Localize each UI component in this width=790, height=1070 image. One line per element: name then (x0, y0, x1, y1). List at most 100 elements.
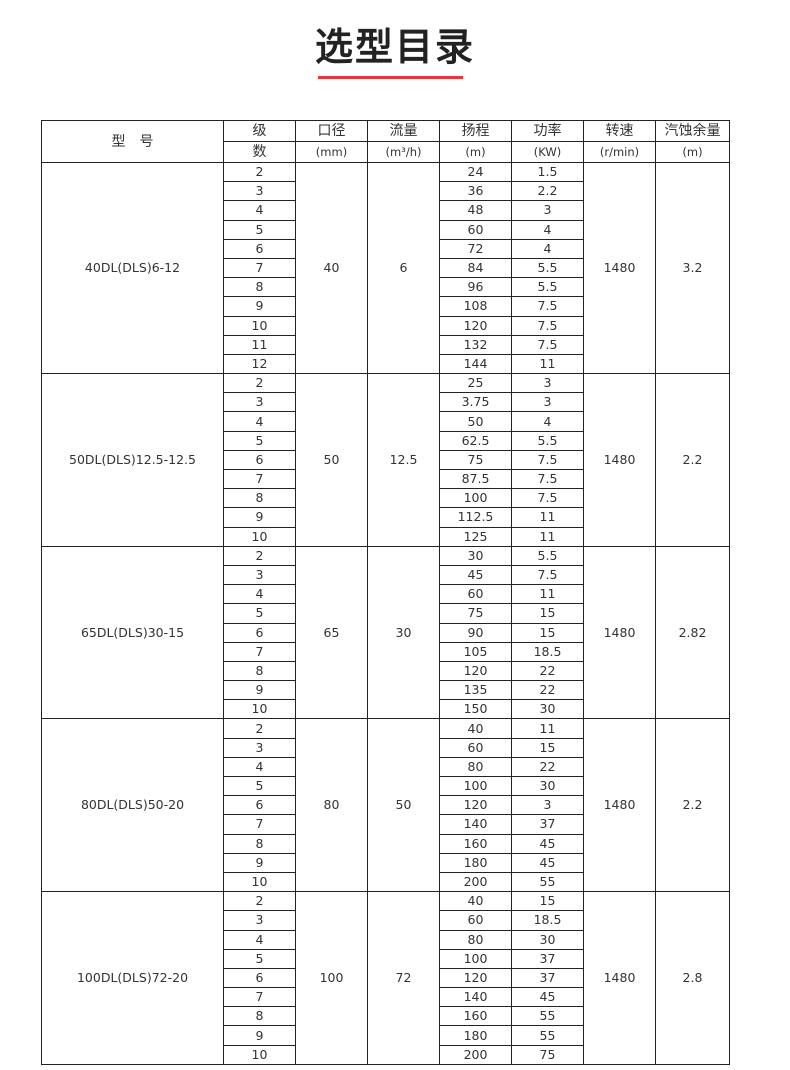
stages-cell: 4 (223, 929, 296, 950)
head-cell: 60 (439, 584, 512, 605)
head-cell: 112.5 (439, 507, 512, 528)
table-row: 8 96 5.5 (42, 277, 730, 298)
header-head: 扬程 (439, 120, 512, 142)
head-cell: 200 (439, 1044, 512, 1065)
table-row: 9 180 55 (42, 1025, 730, 1046)
stages-cell: 2 (223, 718, 296, 739)
power-cell: 37 (511, 948, 584, 969)
stages-cell: 4 (223, 411, 296, 432)
table-row: 11 132 7.5 (42, 334, 730, 355)
stages-cell: 4 (223, 584, 296, 605)
header-diameter-unit: (mm) (295, 141, 368, 163)
head-cell: 100 (439, 948, 512, 969)
diameter-cell: 50 (295, 373, 368, 547)
power-cell: 4 (511, 238, 584, 259)
stages-cell: 5 (223, 430, 296, 451)
table-row: 4 80 30 (42, 929, 730, 950)
diameter-cell: 40 (295, 161, 368, 375)
speed-cell: 1480 (583, 891, 656, 1065)
power-cell: 7.5 (511, 488, 584, 509)
speed-cell: 1480 (583, 161, 656, 375)
header-speed: 转速 (583, 120, 656, 142)
power-cell: 11 (511, 507, 584, 528)
table-row: 9 108 7.5 (42, 296, 730, 317)
stages-cell: 6 (223, 795, 296, 816)
head-cell: 48 (439, 200, 512, 221)
power-cell: 22 (511, 756, 584, 778)
head-cell: 40 (439, 718, 512, 739)
head-cell: 140 (439, 814, 512, 835)
power-cell: 15 (511, 737, 584, 758)
head-cell: 180 (439, 1025, 512, 1046)
header-speed-unit: (r/min) (583, 141, 656, 163)
table-row: 8 100 7.5 (42, 488, 730, 509)
power-cell: 7.5 (511, 468, 584, 490)
header-stages-unit: 数 (223, 141, 296, 163)
table-row: 6 90 15 (42, 622, 730, 643)
power-cell: 3 (511, 200, 584, 221)
head-cell: 132 (439, 334, 512, 355)
table-row: 7 84 5.5 (42, 257, 730, 279)
speed-cell: 1480 (583, 373, 656, 547)
power-cell: 22 (511, 680, 584, 701)
power-cell: 45 (511, 833, 584, 854)
stages-cell: 6 (223, 238, 296, 259)
head-cell: 144 (439, 353, 512, 375)
head-cell: 60 (439, 219, 512, 240)
flow-cell: 30 (367, 545, 440, 720)
stages-cell: 7 (223, 987, 296, 1008)
head-cell: 84 (439, 257, 512, 279)
stages-cell: 12 (223, 353, 296, 375)
diameter-cell: 100 (295, 891, 368, 1065)
power-cell: 4 (511, 219, 584, 240)
table-row: 12 144 11 (42, 353, 730, 375)
table-row: 4 50 4 (42, 411, 730, 432)
head-cell: 62.5 (439, 430, 512, 451)
power-cell: 18.5 (511, 910, 584, 931)
stages-cell: 4 (223, 756, 296, 778)
diameter-cell: 65 (295, 545, 368, 720)
power-cell: 3 (511, 392, 584, 413)
npsh-cell: 2.82 (655, 545, 730, 720)
power-cell: 2.2 (511, 181, 584, 202)
table-row: 6 120 3 (42, 795, 730, 816)
stages-cell: 3 (223, 737, 296, 758)
power-cell: 37 (511, 814, 584, 835)
head-cell: 40 (439, 891, 512, 912)
model-cell: 80DL(DLS)50-20 (41, 718, 224, 893)
head-cell: 125 (439, 526, 512, 547)
power-cell: 37 (511, 967, 584, 989)
table-row: 10 200 55 (42, 871, 730, 893)
stages-cell: 5 (223, 603, 296, 624)
header-power-unit: (KW) (511, 141, 584, 163)
power-cell: 18.5 (511, 641, 584, 662)
diameter-cell: 80 (295, 718, 368, 893)
head-cell: 75 (439, 449, 512, 471)
head-cell: 96 (439, 277, 512, 298)
table-row: 40DL(DLS)6-12 2 40 6 24 1.5 1480 3.2 (41, 161, 730, 375)
stages-cell: 5 (223, 948, 296, 969)
table-row: 9 135 22 (42, 680, 730, 701)
head-cell: 50 (439, 411, 512, 432)
head-cell: 25 (439, 373, 512, 394)
stages-cell: 10 (223, 871, 296, 893)
head-cell: 60 (439, 737, 512, 758)
stages-cell: 10 (223, 526, 296, 547)
stages-cell: 2 (223, 161, 296, 183)
model-cell: 65DL(DLS)30-15 (41, 545, 224, 720)
head-cell: 36 (439, 181, 512, 202)
power-cell: 11 (511, 526, 584, 547)
stages-cell: 3 (223, 564, 296, 586)
power-cell: 11 (511, 718, 584, 739)
table-row: 6 72 4 (42, 238, 730, 259)
table-row: 100DL(DLS)72-20 2 100 72 40 15 1480 2.8 (41, 891, 730, 1065)
header-model: 型 号 (41, 120, 224, 163)
header-row-1: 型 号 级 口径 流量 扬程 功率 转速 汽蚀余量 (41, 120, 730, 163)
head-cell: 3.75 (439, 392, 512, 413)
flow-cell: 50 (367, 718, 440, 893)
stages-cell: 6 (223, 967, 296, 989)
stages-cell: 9 (223, 507, 296, 528)
power-cell: 7.5 (511, 564, 584, 586)
table-row: 3 3.75 3 (42, 392, 730, 413)
head-cell: 120 (439, 967, 512, 989)
